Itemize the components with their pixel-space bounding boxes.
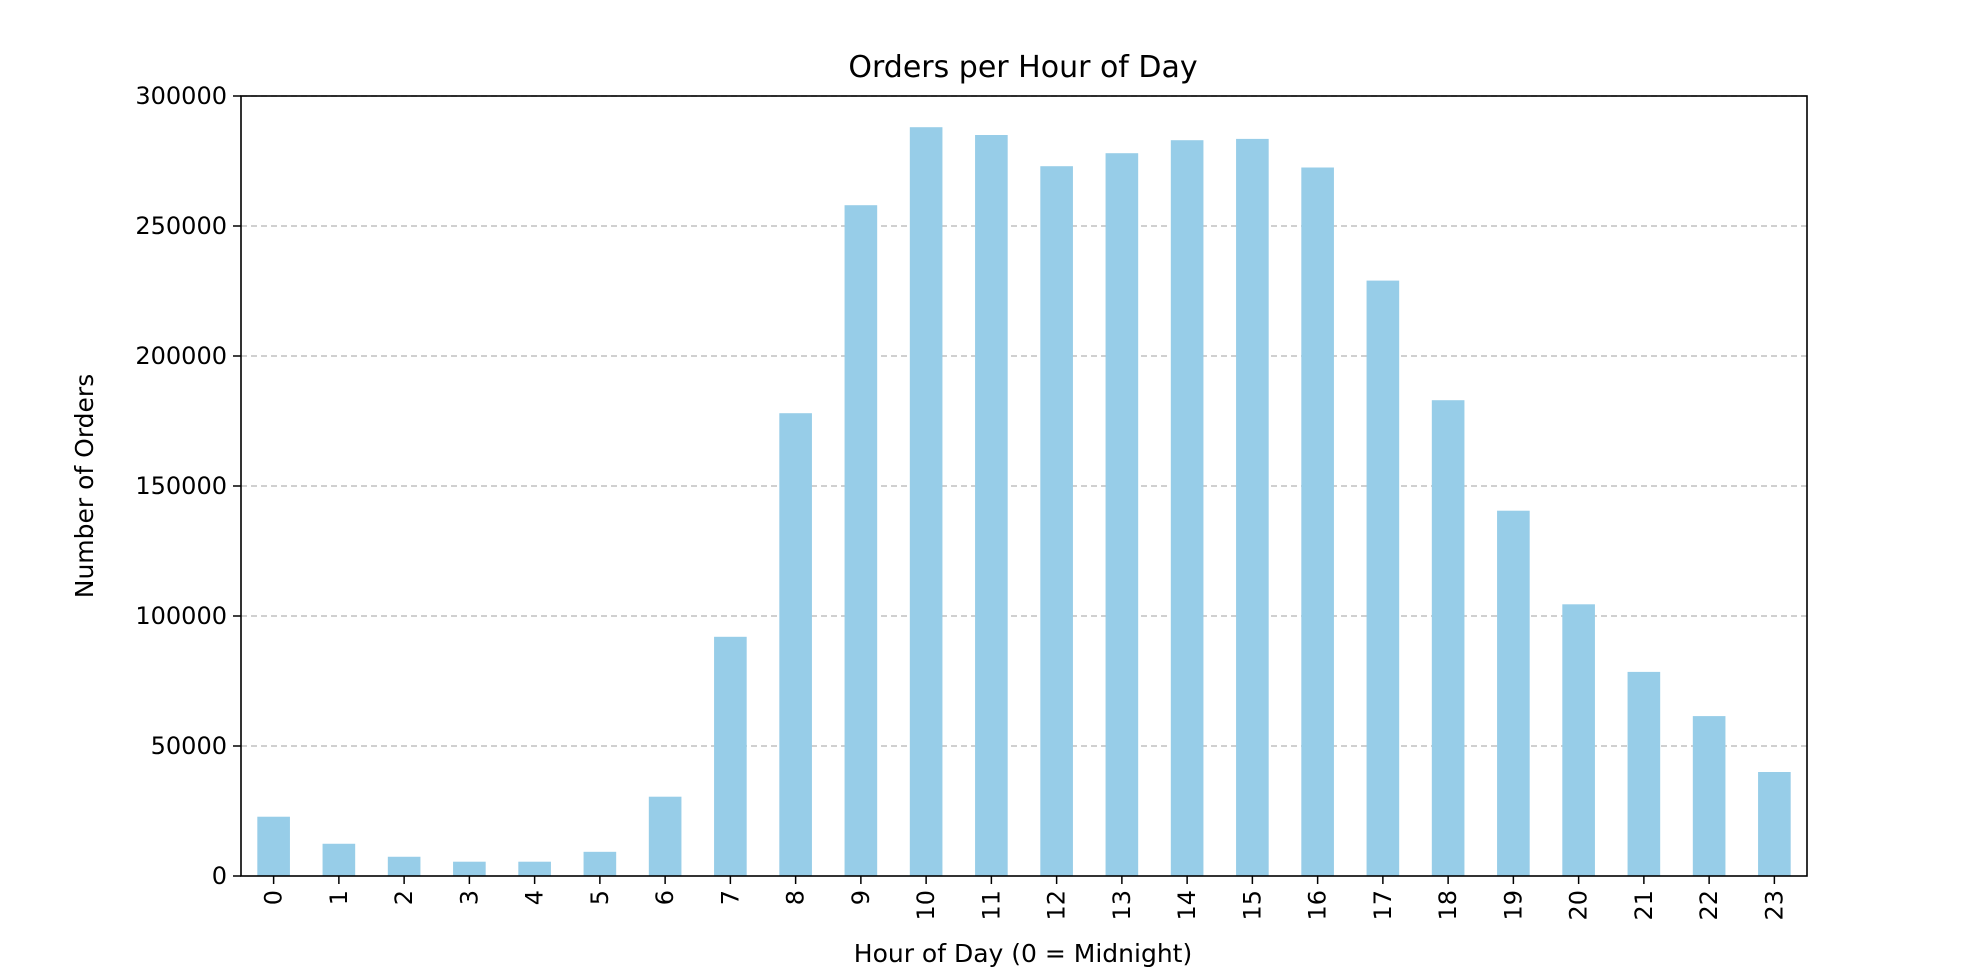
chart-title: Orders per Hour of Day xyxy=(848,50,1197,85)
bar-hour-22 xyxy=(1692,716,1726,876)
y-tick-label: 150000 xyxy=(135,472,227,500)
bar-hour-5 xyxy=(583,851,617,876)
bar-hour-11 xyxy=(975,135,1008,876)
x-tick-label: 16 xyxy=(1304,890,1332,921)
x-tick-label: 1 xyxy=(325,890,353,905)
y-tick-label: 300000 xyxy=(135,82,227,110)
y-axis-title: Number of Orders xyxy=(70,374,99,599)
x-tick-label: 19 xyxy=(1499,890,1527,921)
bar-hour-18 xyxy=(1431,400,1465,876)
bar-hour-21 xyxy=(1627,671,1661,876)
x-axis-ticks: 0 1 2 3 4 5 6 7 8 9 10 11 12 13 14 15 16 17 18 19 20 21 22 23 xyxy=(260,876,1788,921)
x-tick-label: 10 xyxy=(912,890,940,921)
x-tick-label: 18 xyxy=(1434,890,1462,921)
y-tick-label: 0 xyxy=(212,862,227,890)
bar-hour-4 xyxy=(518,861,551,876)
bar-hour-3 xyxy=(453,861,486,876)
bar-hour-16 xyxy=(1301,167,1334,876)
y-tick-label: 50000 xyxy=(151,732,227,760)
bar-hour-17 xyxy=(1366,280,1400,877)
y-tick-label: 200000 xyxy=(135,342,227,370)
x-tick-label: 3 xyxy=(455,890,483,905)
x-tick-label: 22 xyxy=(1695,890,1723,921)
x-tick-label: 4 xyxy=(521,890,549,905)
x-tick-label: 21 xyxy=(1630,890,1658,921)
x-tick-label: 5 xyxy=(586,890,614,905)
y-tick-label: 100000 xyxy=(135,602,227,630)
bar-hour-2 xyxy=(387,856,421,876)
x-tick-label: 20 xyxy=(1565,890,1593,921)
bar-hour-12 xyxy=(1040,166,1073,876)
bar-hour-0 xyxy=(257,816,290,876)
bar-hour-1 xyxy=(322,843,356,876)
y-axis-ticks: 0 50000 100000 150000 200000 250000 300000 xyxy=(135,82,241,890)
bar-hour-15 xyxy=(1236,138,1269,876)
bar-hour-7 xyxy=(714,636,747,876)
bar-hour-20 xyxy=(1562,604,1595,876)
x-tick-label: 11 xyxy=(977,890,1005,921)
x-tick-label: 8 xyxy=(782,890,810,905)
x-axis-title: Hour of Day (0 = Midnight) xyxy=(854,939,1192,968)
bar-hour-6 xyxy=(648,796,682,876)
x-tick-label: 0 xyxy=(260,890,288,905)
bar-hour-8 xyxy=(779,413,812,876)
y-tick-label: 250000 xyxy=(135,212,227,240)
x-tick-label: 14 xyxy=(1173,890,1201,921)
x-tick-label: 6 xyxy=(651,890,679,905)
bar-hour-9 xyxy=(844,205,878,876)
bar-hour-10 xyxy=(909,127,943,876)
bar-hour-23 xyxy=(1758,772,1791,876)
x-tick-label: 23 xyxy=(1760,890,1788,921)
x-tick-label: 2 xyxy=(390,890,418,905)
bar-hour-14 xyxy=(1170,140,1204,876)
x-tick-label: 17 xyxy=(1369,890,1397,921)
x-tick-label: 7 xyxy=(716,890,744,905)
bars xyxy=(257,127,1791,877)
bar-hour-19 xyxy=(1497,510,1530,876)
x-tick-label: 15 xyxy=(1238,890,1266,921)
bar-hour-13 xyxy=(1105,153,1139,876)
x-tick-label: 12 xyxy=(1043,890,1071,921)
x-tick-label: 13 xyxy=(1108,890,1136,921)
x-tick-label: 9 xyxy=(847,890,875,905)
